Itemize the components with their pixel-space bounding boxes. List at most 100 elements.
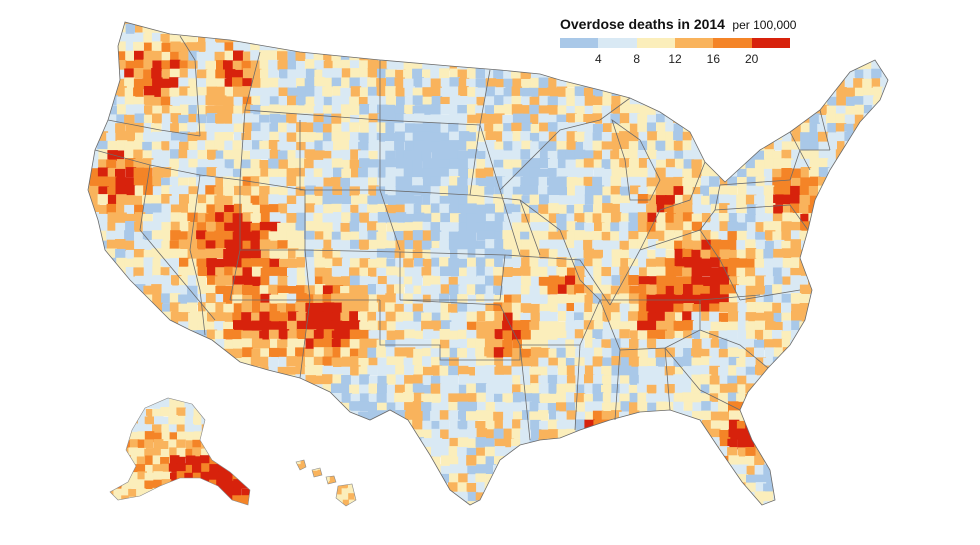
county-cell	[125, 123, 137, 134]
county-cell	[286, 356, 297, 367]
county-cell	[422, 258, 434, 270]
county-cell	[475, 257, 487, 268]
county-cell	[538, 266, 549, 278]
county-cell	[853, 446, 865, 458]
county-cell	[206, 159, 217, 171]
county-cell	[799, 384, 811, 396]
county-cell	[314, 96, 325, 107]
county-cell	[314, 22, 325, 26]
county-cell	[863, 384, 874, 395]
county-cell	[808, 240, 820, 251]
county-cell	[412, 105, 424, 117]
county-cell	[349, 77, 360, 88]
county-cell	[440, 401, 451, 413]
county-cell	[620, 501, 631, 505]
county-cell	[385, 22, 396, 27]
county-cell	[601, 339, 612, 350]
county-cell	[250, 455, 261, 467]
county-cell	[413, 491, 425, 502]
county-cell	[709, 122, 721, 133]
county-cell	[485, 150, 496, 161]
county-cell	[269, 113, 281, 125]
county-cell	[205, 383, 217, 395]
county-cell	[170, 96, 181, 108]
county-cell	[359, 158, 370, 169]
county-cell	[619, 329, 630, 340]
county-cell	[647, 186, 658, 197]
county-cell	[737, 375, 748, 387]
county-cell	[530, 240, 542, 251]
county-cell	[259, 474, 270, 486]
county-cell	[620, 95, 631, 106]
county-cell	[268, 87, 280, 98]
county-cell	[134, 221, 145, 232]
county-cell	[601, 384, 612, 396]
county-cell	[134, 140, 145, 151]
county-cell	[466, 266, 478, 278]
county-cell	[439, 51, 451, 62]
county-cell	[341, 420, 352, 431]
county-cell	[709, 186, 720, 198]
county-cell	[837, 141, 848, 152]
county-cell	[891, 420, 902, 431]
county-cell	[97, 105, 108, 117]
county-cell	[529, 401, 541, 413]
county-cell	[844, 204, 855, 215]
county-cell	[368, 177, 379, 188]
county-cell	[260, 302, 271, 314]
county-cell	[854, 87, 866, 99]
county-cell	[862, 430, 873, 441]
county-cell	[728, 365, 739, 376]
county-cell	[458, 168, 469, 179]
county-cell	[547, 87, 558, 98]
county-cell	[324, 150, 335, 162]
county-cell	[206, 22, 218, 26]
county-cell	[97, 131, 109, 142]
county-cell	[754, 132, 766, 144]
county-cell	[394, 195, 405, 206]
county-cell	[260, 348, 271, 359]
county-cell	[431, 402, 442, 414]
county-cell	[395, 113, 406, 124]
county-cell	[206, 78, 217, 89]
county-cell	[691, 249, 702, 261]
county-cell	[367, 284, 379, 295]
county-cell	[610, 231, 621, 242]
county-cell	[664, 410, 675, 422]
county-cell	[440, 348, 452, 359]
county-cell	[853, 366, 864, 377]
county-cell	[682, 212, 694, 223]
county-cell	[790, 393, 801, 404]
county-cell	[134, 302, 145, 314]
county-cell	[116, 428, 128, 439]
county-cell	[629, 158, 640, 170]
county-cell	[187, 266, 198, 278]
county-cell	[332, 195, 343, 206]
county-cell	[530, 419, 541, 431]
county-cell	[800, 393, 811, 405]
county-cell	[602, 149, 613, 160]
county-cell	[880, 113, 888, 124]
county-cell	[529, 456, 540, 467]
county-cell	[521, 239, 533, 250]
county-cell	[835, 402, 846, 414]
county-cell	[646, 221, 658, 233]
county-cell	[430, 375, 442, 387]
county-cell	[386, 77, 397, 88]
county-cell	[386, 275, 398, 286]
county-cell	[430, 222, 441, 233]
county-cell	[196, 249, 207, 261]
county-cell	[305, 96, 317, 108]
county-cell	[385, 347, 397, 358]
county-cell	[457, 420, 469, 432]
county-cell	[340, 321, 351, 332]
county-cell	[602, 483, 614, 495]
county-cell	[233, 96, 245, 108]
county-cell	[592, 113, 603, 124]
county-cell	[520, 176, 531, 188]
county-cell	[629, 419, 640, 430]
county-cell	[332, 186, 343, 198]
county-cell	[385, 167, 396, 178]
county-cell	[826, 492, 838, 503]
county-cell	[458, 204, 470, 215]
